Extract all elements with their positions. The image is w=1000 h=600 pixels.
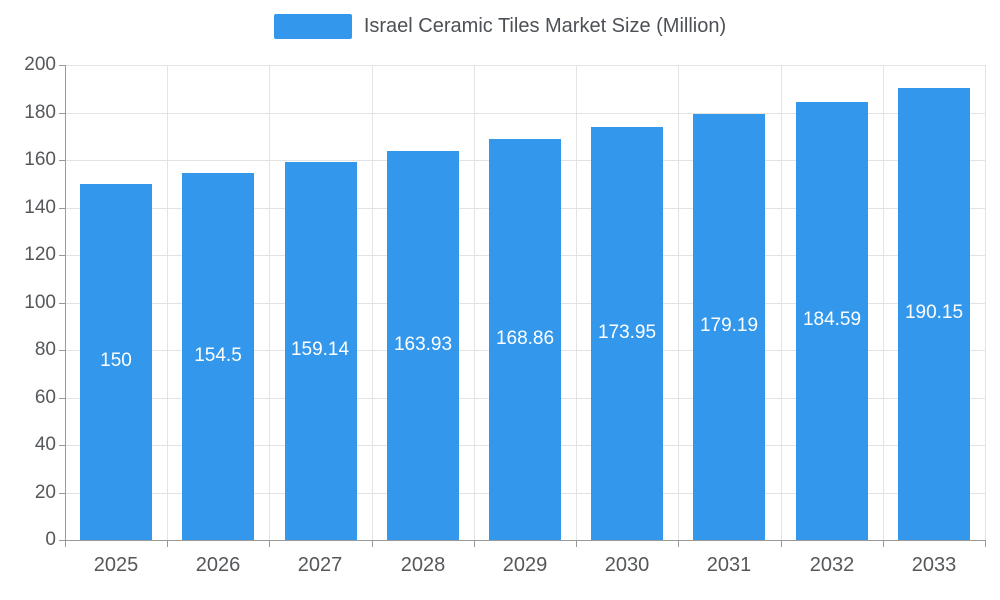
x-axis-tick [781, 541, 782, 547]
y-axis-tick [59, 65, 65, 66]
y-axis-label: 140 [24, 197, 56, 218]
y-axis-tick [59, 255, 65, 256]
x-gridline [167, 65, 168, 540]
y-gridline [66, 113, 986, 114]
y-axis-tick [59, 160, 65, 161]
x-axis-label: 2028 [400, 554, 446, 576]
x-axis-label: 2030 [604, 554, 650, 576]
x-axis-tick [65, 541, 66, 547]
x-axis-tick [883, 541, 884, 547]
bar [489, 139, 561, 540]
y-axis-label: 100 [24, 292, 56, 313]
bar [898, 88, 970, 540]
y-axis-label: 160 [24, 149, 56, 170]
bar-value-label: 163.93 [393, 334, 453, 355]
y-axis-label: 0 [45, 529, 56, 550]
bar-value-label: 184.59 [802, 309, 862, 330]
bar-value-label: 173.95 [597, 322, 657, 343]
y-axis-label: 60 [34, 387, 56, 408]
x-axis-tick [678, 541, 679, 547]
x-axis-tick [269, 541, 270, 547]
y-axis-tick [59, 113, 65, 114]
x-gridline [985, 65, 986, 540]
y-axis-tick [59, 540, 65, 541]
y-axis-tick [59, 398, 65, 399]
y-axis-label: 120 [24, 244, 56, 265]
bar [796, 102, 868, 540]
x-gridline [372, 65, 373, 540]
x-axis-tick [474, 541, 475, 547]
bar [80, 184, 152, 540]
chart-title: Israel Ceramic Tiles Market Size (Millio… [363, 15, 727, 37]
x-axis-line [65, 540, 986, 541]
x-axis-label: 2027 [297, 554, 343, 576]
bar-value-label: 150 [100, 350, 132, 371]
x-gridline [576, 65, 577, 540]
bar [693, 114, 765, 540]
bar-value-label: 168.86 [495, 328, 555, 349]
y-axis-label: 200 [24, 54, 56, 75]
bar-value-label: 154.5 [194, 345, 242, 366]
bar [387, 151, 459, 540]
x-axis-label: 2026 [195, 554, 241, 576]
x-gridline [474, 65, 475, 540]
bar [591, 127, 663, 540]
y-axis-label: 80 [34, 339, 56, 360]
x-gridline [883, 65, 884, 540]
y-axis-line [65, 65, 66, 541]
x-axis-tick [167, 541, 168, 547]
x-axis-label: 2033 [911, 554, 957, 576]
x-gridline [269, 65, 270, 540]
bar [182, 173, 254, 540]
legend-swatch [273, 14, 352, 39]
y-axis-tick [59, 350, 65, 351]
legend[interactable]: Israel Ceramic Tiles Market Size (Millio… [0, 14, 1000, 39]
x-axis-label: 2025 [93, 554, 139, 576]
x-axis-tick [576, 541, 577, 547]
x-axis-tick [372, 541, 373, 547]
bar-value-label: 190.15 [904, 302, 964, 323]
x-gridline [781, 65, 782, 540]
x-gridline [678, 65, 679, 540]
bar-value-label: 179.19 [699, 315, 759, 336]
y-axis-tick [59, 445, 65, 446]
x-axis-tick [985, 541, 986, 547]
x-axis-label: 2031 [706, 554, 752, 576]
x-axis-label: 2032 [809, 554, 855, 576]
bar-value-label: 159.14 [290, 339, 350, 360]
y-axis-tick [59, 493, 65, 494]
y-axis-label: 180 [24, 102, 56, 123]
y-axis-tick [59, 303, 65, 304]
bar [285, 162, 357, 540]
y-axis-label: 40 [34, 434, 56, 455]
y-axis-label: 20 [34, 482, 56, 503]
y-gridline [66, 65, 986, 66]
y-axis-tick [59, 208, 65, 209]
x-axis-label: 2029 [502, 554, 548, 576]
